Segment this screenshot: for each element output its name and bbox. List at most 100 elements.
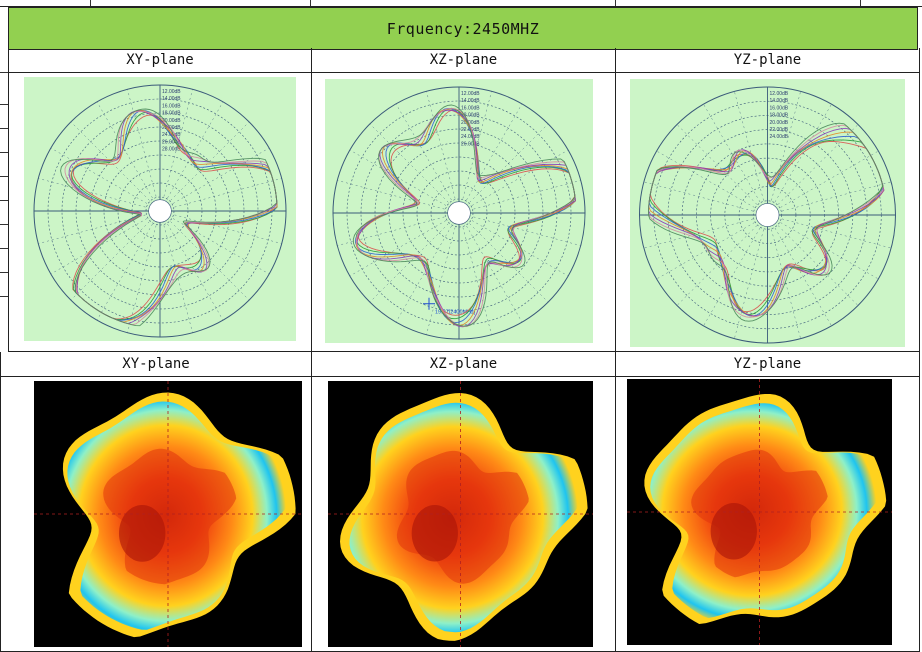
polar-spoke (159, 121, 250, 212)
polar-ring-label: 22.00dB (770, 127, 789, 133)
polar-spoke (395, 212, 460, 323)
polar-spoke (767, 214, 832, 326)
polar-spoke (159, 101, 224, 212)
pattern-hotspot (710, 503, 757, 560)
polar-spoke (458, 212, 523, 323)
pattern-label-yz: YZ-plane (616, 352, 919, 377)
polar-trace (352, 104, 576, 327)
polar-spoke (767, 181, 892, 216)
polar-spoke (458, 212, 581, 246)
polar-ring-label: 26.00dB (461, 141, 480, 147)
polar-label-yz: YZ-plane (616, 48, 919, 73)
polar-ring-label: 20.00dB (461, 120, 480, 126)
polar-spoke (676, 214, 768, 306)
polar-ring-label: 18.00dB (770, 113, 789, 119)
pattern-cell-xz: XZ-plane (312, 352, 616, 652)
polar-spoke (734, 91, 768, 216)
polar-spoke (767, 104, 832, 216)
polar-spoke (703, 214, 768, 326)
polar-spoke (643, 181, 768, 216)
polar-ring-label: 20.00dB (770, 120, 789, 126)
polar-cell-xy: XY-plane 12.00dB 14.00dB 16.00dB 18.00dB 20.… (8, 48, 312, 352)
polar-chart-xz: 12.00dB14.00dB16.00dB18.00dB20.00dB22.00… (332, 86, 586, 340)
polar-ring-label: 24.00dB (770, 134, 789, 140)
polar-ring-label: 16.00dB (162, 103, 181, 109)
polar-spoke (676, 124, 768, 216)
polar-spoke (159, 210, 250, 301)
polar-spoke (426, 91, 460, 214)
polar-spoke (767, 150, 879, 216)
polar-spoke (458, 103, 523, 214)
pattern-hotspot (411, 505, 458, 562)
polar-spoke (458, 212, 569, 277)
polar-spoke (70, 121, 161, 212)
polar-ring-label: 18.00dB (162, 111, 181, 117)
polar-center (755, 203, 780, 227)
frequency-title: Frquency:2450MHZ (386, 19, 540, 38)
polar-trace (355, 107, 576, 328)
polar-spoke (349, 212, 460, 277)
polar-spoke (127, 210, 161, 333)
polar-spoke (734, 214, 768, 339)
polar-spoke (656, 150, 768, 216)
polar-label-xz: XZ-plane (312, 48, 615, 73)
pattern-cell-yz: YZ-plane (616, 352, 920, 652)
polar-spoke (96, 101, 161, 212)
polar-trace (649, 141, 884, 313)
polar-ring-label: 14.00dB (461, 98, 480, 104)
polar-spoke (458, 149, 569, 214)
polar-spoke (767, 214, 892, 249)
polar-ring-label: 20.00dB (162, 118, 181, 124)
polar-spoke (426, 212, 460, 335)
polar-spoke (643, 214, 768, 249)
pattern-render-yz (627, 379, 892, 645)
polar-plot-xy: 12.00dB 14.00dB 16.00dB 18.00dB 20.00dB 22.00… (24, 77, 296, 341)
polar-ring-label: 24.00dB (461, 134, 480, 140)
polar-spoke (337, 180, 460, 214)
frequency-header: Frquency:2450MHZ (8, 7, 918, 50)
polar-spoke (767, 214, 879, 280)
polar-cell-yz: YZ-plane 12.00dB 14.00dB 16.00dB 18.00dB 20.… (616, 48, 920, 352)
polar-trace (648, 122, 884, 322)
polar-spoke (703, 104, 768, 216)
radiation-pattern-xz (328, 381, 593, 647)
polar-spoke (159, 210, 193, 333)
polar-trace (60, 108, 278, 327)
polar-spoke (50, 210, 161, 275)
top-edge (0, 0, 922, 7)
polar-plot-yz: 12.00dB 14.00dB 16.00dB 18.00dB 20.00dB 22.00… (630, 79, 905, 347)
polar-ring-label: 12.00dB (461, 91, 480, 97)
polar-spoke (159, 210, 282, 244)
polar-spoke (127, 89, 161, 212)
polar-spoke (395, 103, 460, 214)
polar-spoke (70, 210, 161, 301)
polar-spoke (767, 214, 801, 339)
polar-spoke (656, 214, 768, 280)
polar-spoke (159, 147, 270, 212)
polar-spoke (38, 178, 161, 212)
polar-spoke (50, 147, 161, 212)
polar-ring-label: 12.00dB (162, 89, 181, 95)
pattern-hotspot (118, 504, 166, 562)
polar-marker-label: 19.97[2400MHz] (435, 310, 476, 316)
polar-ring-label: 16.00dB (770, 105, 789, 111)
polar-spoke (767, 214, 859, 306)
polar-ring-label: 28.00dB (162, 147, 181, 153)
polar-spoke (369, 123, 460, 214)
polar-trace (648, 127, 885, 317)
polar-spoke (159, 210, 224, 321)
pattern-render-xy (34, 381, 302, 647)
polar-spoke (159, 178, 282, 212)
polar-spoke (349, 149, 460, 214)
polar-ring-label: 14.00dB (770, 98, 789, 104)
polar-spoke (159, 210, 270, 275)
polar-spoke (458, 123, 549, 214)
polar-ring-label: 12.00dB (770, 91, 789, 97)
pattern-render-xz (328, 381, 593, 647)
polar-trace (648, 131, 885, 317)
polar-spoke (369, 212, 460, 303)
polar-center (447, 201, 471, 225)
polar-ring-label: 16.00dB (461, 105, 480, 111)
pattern-cell-xy: XY-plane (0, 352, 312, 652)
pattern-label-xy: XY-plane (1, 352, 311, 377)
